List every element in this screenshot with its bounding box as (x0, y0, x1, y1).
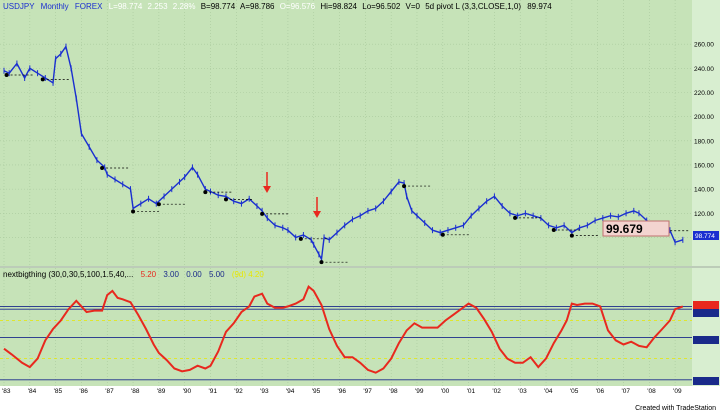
price-tick-label-160: 160.00 (694, 162, 714, 169)
indicator-v4: 5.00 (209, 270, 225, 279)
last-price-badge: 98.774 (693, 231, 719, 240)
indicator-panel-background (0, 268, 692, 386)
x-tick-label-1985: '85 (54, 388, 63, 395)
header-ask: A=98.786 (240, 2, 275, 11)
indicator-axis-background (692, 268, 720, 386)
x-tick-label-1995: '95 (312, 388, 321, 395)
x-tick-label-1996: '96 (338, 388, 347, 395)
x-tick-label-1990: '90 (183, 388, 192, 395)
x-tick-label-1986: '86 (79, 388, 88, 395)
price-axis-labels: 100.00120.00140.00160.00180.00200.00220.… (694, 42, 714, 242)
price-series (3, 43, 684, 263)
indicator-badge-000 (693, 377, 719, 385)
x-tick-label-2001: '01 (467, 388, 476, 395)
x-tick-label-1987: '87 (105, 388, 114, 395)
x-tick-label-1994: '94 (286, 388, 295, 395)
down-arrow-1 (263, 172, 271, 193)
date-axis-labels: '83 '84 '85 '86 '87 '88 '89 '90 '91 '92 '93 '94 '95 '… (2, 388, 682, 395)
header-low: Lo=96.502 (362, 2, 401, 11)
x-tick-label-2004: '04 (544, 388, 553, 395)
date-axis-background (0, 386, 720, 413)
header-study-value: 89.974 (527, 2, 552, 11)
down-arrow-2 (313, 197, 321, 218)
header-volume: V=0 (406, 2, 421, 11)
header-study: 5d pivot L (3,3,CLOSE,1,0) (425, 2, 521, 11)
indicator-v5: (9d) 4.20 (232, 270, 265, 279)
header-high: Hi=98.824 (320, 2, 357, 11)
x-tick-label-1988: '88 (131, 388, 140, 395)
price-header: USDJPY Monthly FOREX L=98.774 2.253 2.28… (3, 2, 552, 11)
x-tick-label-1989: '89 (157, 388, 166, 395)
x-tick-label-1991: '91 (208, 388, 217, 395)
indicator-name: nextbigthing (30,0,30,5,100,1.5,40,... (3, 270, 133, 279)
price-tick-label-140: 140.00 (694, 187, 714, 194)
price-tick-label-120: 120.00 (694, 211, 714, 218)
x-tick-label-1984: '84 (28, 388, 37, 395)
header-bid: B=98.774 (201, 2, 236, 11)
header-market: FOREX (75, 2, 103, 11)
header-period: Monthly (41, 2, 69, 11)
x-tick-label-1992: '92 (234, 388, 243, 395)
header-symbol: USDJPY (3, 2, 35, 11)
price-tick-label-220: 220.00 (694, 90, 714, 97)
indicator-badge-520 (693, 301, 719, 309)
indicator-levels (0, 305, 692, 381)
header-change: 2.253 (148, 2, 169, 11)
price-tick-label-240: 240.00 (694, 66, 714, 73)
indicator-v1: 5.20 (141, 270, 157, 279)
x-tick-label-2007: '07 (621, 388, 630, 395)
footer-credit: Created with TradeStation (635, 405, 716, 412)
indicator-badge-300 (693, 336, 719, 344)
price-tick-label-200: 200.00 (694, 114, 714, 121)
header-pct: 2.28% (173, 2, 196, 11)
price-panel-background (0, 0, 692, 266)
price-line (3, 44, 684, 262)
indicator-v3: 0.00 (186, 270, 202, 279)
price-callout: 99.679 (602, 220, 670, 237)
x-tick-label-2005: '05 (570, 388, 579, 395)
indicator-line (3, 284, 684, 374)
x-tick-label-2000: '00 (441, 388, 450, 395)
price-tick-label-180: 180.00 (694, 138, 714, 145)
x-tick-label-1998: '98 (389, 388, 398, 395)
price-callout-text: 99.679 (606, 222, 643, 236)
x-tick-label-2002: '02 (492, 388, 501, 395)
indicator-series (3, 284, 684, 374)
x-tick-label-2009: '09 (673, 388, 682, 395)
x-tick-label-1993: '93 (260, 388, 269, 395)
x-tick-label-1983: '83 (2, 388, 11, 395)
price-tick-label-260: 260.00 (694, 42, 714, 49)
last-price-text: 98.774 (695, 233, 715, 240)
indicator-badge-500 (693, 309, 719, 317)
indicator-v2: 3.00 (163, 270, 179, 279)
x-tick-label-2008: '08 (647, 388, 656, 395)
x-tick-label-2003: '03 (518, 388, 527, 395)
x-tick-label-1997: '97 (363, 388, 372, 395)
x-tick-label-1999: '99 (415, 388, 424, 395)
header-last: L=98.774 (109, 2, 143, 11)
x-tick-label-2006: '06 (596, 388, 605, 395)
indicator-header: nextbigthing (30,0,30,5,100,1.5,40,... 5… (3, 270, 264, 279)
price-axis-background (692, 0, 720, 266)
header-open: O=96.576 (280, 2, 316, 11)
